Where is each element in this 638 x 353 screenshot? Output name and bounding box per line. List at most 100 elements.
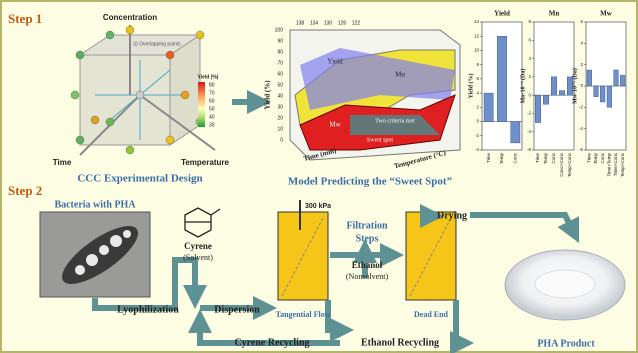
chart-title: Mw <box>600 10 613 18</box>
design-point <box>91 116 99 124</box>
bar <box>551 77 557 95</box>
tick-label: 126 <box>338 20 347 26</box>
tick-label: 138 <box>296 20 305 26</box>
surface-label: Yield <box>327 58 343 66</box>
tick-label: 40 <box>277 93 283 99</box>
tick-label: 90 <box>277 38 283 44</box>
design-point <box>166 51 174 59</box>
pha-powder <box>535 270 595 298</box>
bar <box>614 70 619 86</box>
x-tick-label: Conc <box>600 152 605 163</box>
colorbar-tick: 70 <box>209 90 215 96</box>
step-name: Drying <box>437 210 467 221</box>
y-tick-label: -2 <box>579 105 583 110</box>
surface-label: Mw <box>329 121 341 129</box>
x-tick-label: Conc <box>513 152 518 163</box>
y-tick-label: -6 <box>579 147 583 152</box>
chemical-name: Ethanol <box>352 260 383 270</box>
cube-face <box>80 55 170 145</box>
y-axis-label: Mn·10⁻⁴ (Da) <box>519 69 526 104</box>
bar <box>620 75 625 86</box>
tick-label: 122 <box>352 20 361 26</box>
x-tick-label: Time <box>535 153 540 163</box>
step-name: Tangential Flow <box>275 310 330 319</box>
y-tick-label: -6 <box>527 147 531 152</box>
design-point <box>181 91 189 99</box>
design-point <box>196 31 204 39</box>
y-tick-label: -4 <box>579 126 583 131</box>
tick-label: 20 <box>277 115 283 121</box>
axis-label: Temperature <box>181 158 229 167</box>
granule <box>99 245 109 255</box>
colorbar-tick: 80 <box>209 82 215 88</box>
colorbar-tick: 30 <box>209 122 215 128</box>
y-axis-label: Yield (%) <box>467 74 474 99</box>
granule <box>110 235 122 247</box>
bar <box>600 86 605 102</box>
tick-label: 134 <box>310 20 319 26</box>
filtration-label: Filtration <box>346 220 388 231</box>
y-tick-label: -2 <box>527 111 531 116</box>
design-point <box>106 31 114 39</box>
design-point <box>166 136 174 144</box>
bar <box>497 36 506 121</box>
chart-title: Yield <box>494 10 510 18</box>
design-point <box>71 91 79 99</box>
bar <box>543 95 549 104</box>
x-tick-label: Conc <box>551 152 556 163</box>
step-name: Dead End <box>414 310 449 319</box>
colorbar-title: Yield (%) <box>198 74 219 80</box>
step-label: Step 2 <box>8 183 42 198</box>
colorbar-tick: 50 <box>209 106 215 112</box>
y-axis-label: Mw·10⁻⁵ (Da) <box>571 68 578 104</box>
bar <box>559 91 565 96</box>
caption: Bacteria with PHA <box>54 199 136 210</box>
annotation: Two criteria met <box>375 118 415 124</box>
graphical-abstract: Step 1ConcentrationTimeTemperature(i) Ov… <box>0 0 638 353</box>
note: (i) Overlapping points <box>133 41 181 47</box>
colorbar-tick: 40 <box>209 114 215 120</box>
colorbar-tick: 60 <box>209 98 215 104</box>
step-name: Dispersion <box>214 304 260 315</box>
design-point <box>126 146 134 154</box>
page: { "step1": { "label": "Step 1", "cube": … <box>0 0 638 353</box>
y-tick-label: -4 <box>475 147 479 152</box>
granule <box>123 230 131 238</box>
bar <box>535 95 541 122</box>
x-tick-label: Temp <box>499 153 504 165</box>
x-tick-label: Time <box>486 153 491 163</box>
caption: CCC Experimental Design <box>77 173 202 185</box>
y-tick-label: 12 <box>474 33 480 38</box>
x-tick-label: Time×Temp <box>607 153 612 177</box>
tick-label: 100 <box>275 27 284 33</box>
surface-label: Mn <box>395 71 405 79</box>
granule <box>75 265 85 275</box>
design-point <box>76 51 84 59</box>
step-name: Lyophilization <box>117 304 179 315</box>
y-tick-label: -2 <box>475 133 479 138</box>
axis-label: Yield (%) <box>264 80 272 110</box>
tick-label: 0 <box>280 137 283 143</box>
granule <box>86 254 98 266</box>
y-tick-label: -4 <box>527 129 531 134</box>
chart-title: Mn <box>549 10 560 18</box>
x-tick-label: Temp <box>593 153 598 165</box>
x-tick-label: Temp×Conc <box>567 152 572 177</box>
caption: PHA Product <box>537 338 595 349</box>
tick-label: 30 <box>277 104 283 110</box>
pressure-label: 300 kPa <box>305 203 331 210</box>
tick-label: 80 <box>277 49 283 55</box>
step-name: Ethanol Recycling <box>361 337 439 348</box>
x-tick-label: Time <box>587 153 592 163</box>
design-point <box>126 26 134 34</box>
x-tick-label: Conc×Conc <box>559 152 564 176</box>
chemical-role: (Nonsolvent) <box>346 272 389 281</box>
axis-label: Concentration <box>103 13 157 22</box>
step-name: Cyrene Recycling <box>234 337 309 348</box>
bar <box>587 70 592 86</box>
bar <box>594 86 599 97</box>
x-tick-label: Temp×Conc <box>620 152 625 177</box>
y-tick-label: 14 <box>474 19 480 24</box>
caption: Model Predicting the “Sweet Spot” <box>288 176 452 188</box>
y-tick-label: 10 <box>474 48 480 53</box>
